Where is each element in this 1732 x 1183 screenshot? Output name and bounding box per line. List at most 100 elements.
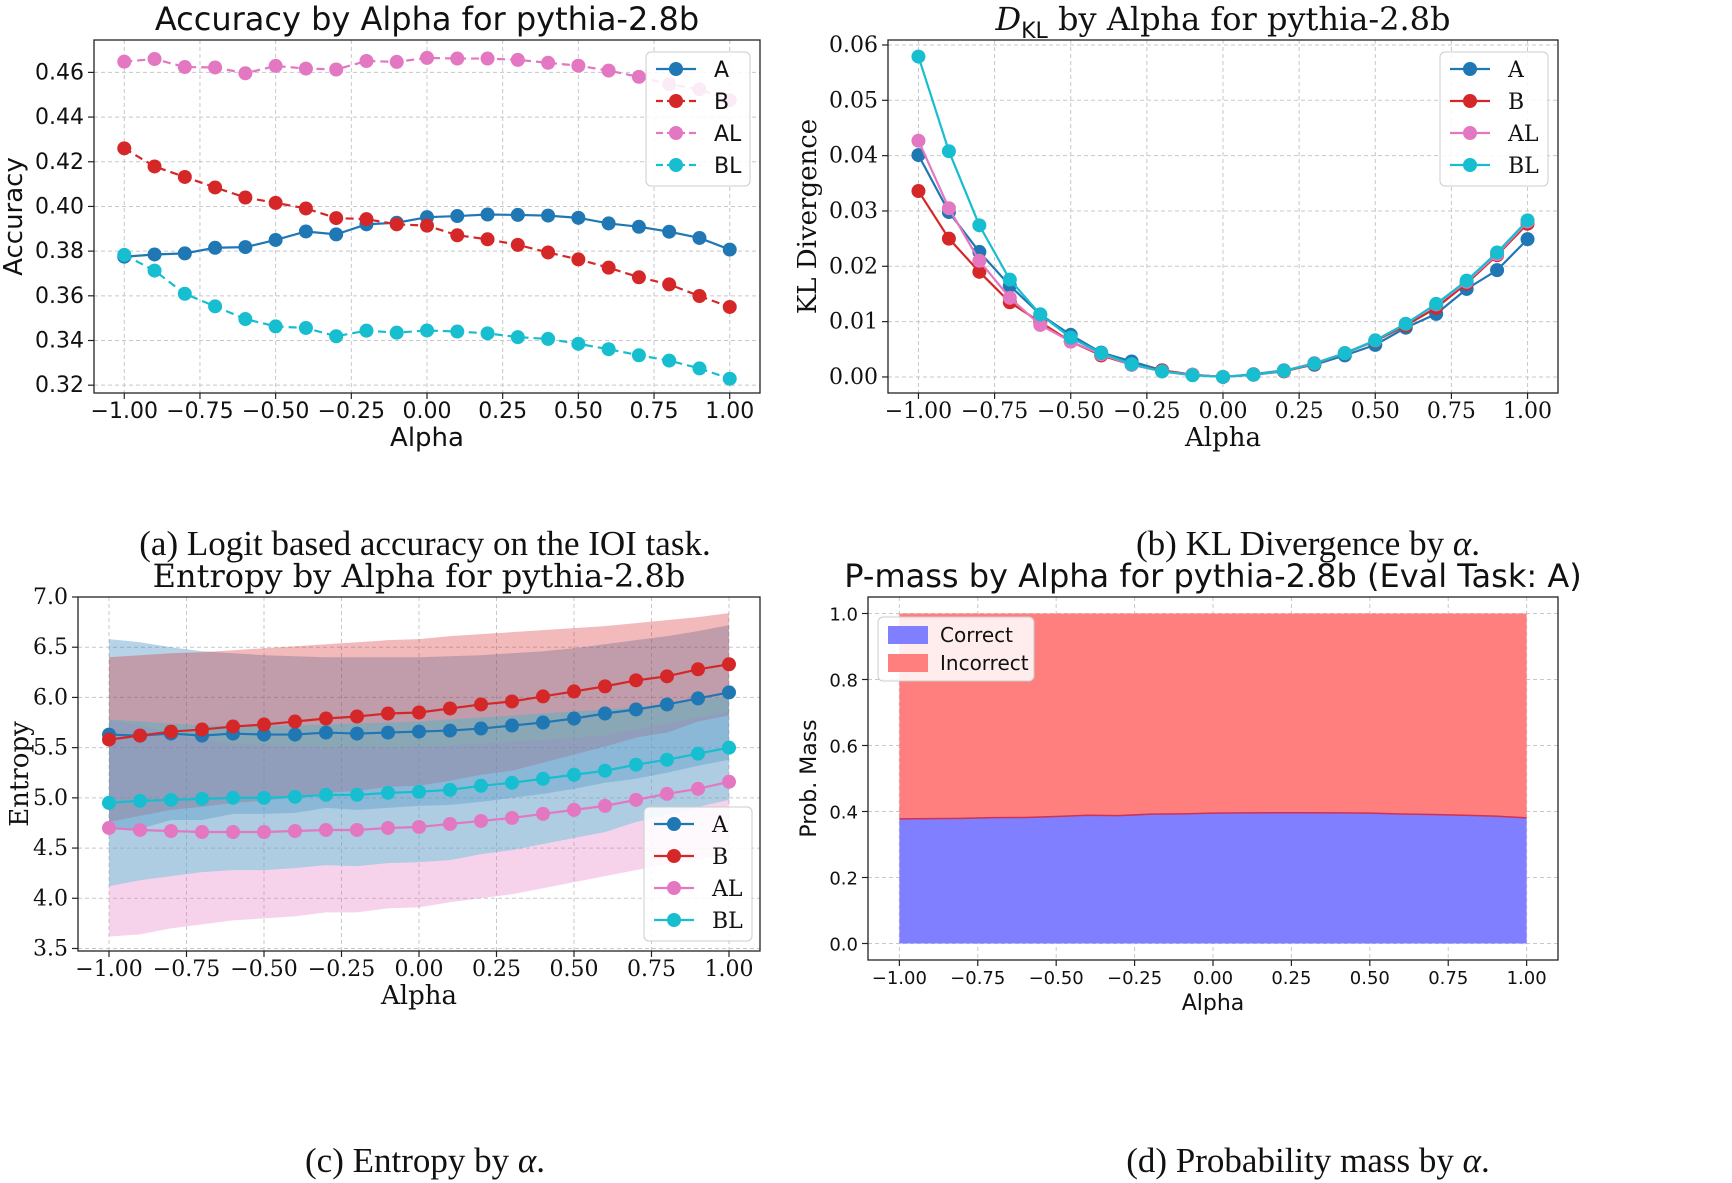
data-point-a [911, 148, 926, 163]
y-axis-label: Accuracy [0, 157, 29, 276]
legend-label-bl: BL [712, 909, 743, 934]
data-point-bl [177, 286, 192, 301]
legend-label-al: AL [714, 122, 742, 147]
data-point-b [443, 701, 457, 716]
ticks: −1.00 −0.75 −0.50 −0.25 0.00 0.25 0.50 0.75 1.00… [33, 585, 753, 982]
data-point-al [389, 54, 404, 69]
legend-marker-bl [1463, 158, 1477, 172]
data-point-bl [298, 320, 313, 335]
data-point-al [288, 823, 302, 838]
data-point-al [350, 822, 364, 837]
data-point-a [329, 227, 344, 242]
data-point-a [722, 685, 736, 700]
data-point-b [350, 709, 364, 724]
data-point-bl [631, 348, 646, 363]
y-tick-label: 0.32 [35, 373, 84, 398]
x-tick-label: −0.50 [1037, 399, 1104, 424]
area-correct [899, 812, 1527, 944]
data-point-b [911, 184, 926, 199]
data-point-a [571, 210, 586, 225]
boundary-line [899, 811, 1527, 820]
data-point-b [420, 218, 434, 233]
data-point-b [598, 679, 612, 694]
data-point-bl [1276, 363, 1291, 378]
data-point-al [257, 824, 271, 839]
data-point-al [911, 133, 926, 148]
series-bl [117, 247, 737, 386]
panel-entropy: −1.00 −0.75 −0.50 −0.25 0.00 0.25 0.50 0.75 1.00… [5, 557, 761, 1011]
data-point-al [567, 802, 581, 817]
data-point-b [510, 237, 525, 252]
data-point-bl [147, 263, 162, 278]
data-point-a [208, 240, 223, 255]
caption-b-end: . [1471, 524, 1480, 563]
data-point-al [571, 58, 586, 73]
series-bl [102, 740, 736, 810]
data-point-a [1520, 232, 1535, 247]
data-point-a [598, 706, 612, 721]
legend-marker-b [669, 94, 683, 108]
series-a [117, 207, 737, 264]
data-point-bl [226, 790, 240, 805]
title-subscript: KL [1021, 19, 1048, 44]
data-point-al [629, 792, 643, 807]
data-point-b [505, 694, 519, 709]
x-tick-label: 0.75 [627, 957, 676, 982]
data-point-bl [1155, 364, 1170, 379]
legend-box [1439, 51, 1549, 187]
y-tick-label: 0.6 [829, 737, 858, 758]
data-point-bl [329, 329, 344, 344]
data-point-b [238, 190, 253, 205]
data-point-al [941, 201, 956, 216]
data-point-al [450, 51, 465, 66]
legend-label-al: AL [1507, 122, 1539, 147]
data-point-a [1490, 263, 1505, 278]
data-point-a [298, 224, 313, 239]
data-point-a [631, 219, 646, 234]
y-tick-label: 0.44 [35, 105, 84, 130]
y-axis-label: Entropy [5, 721, 35, 827]
data-point-b [722, 657, 736, 672]
data-point-b [133, 728, 147, 743]
data-point-al [505, 810, 519, 825]
data-point-al [443, 816, 457, 831]
data-point-a [147, 247, 162, 262]
data-point-b [164, 724, 178, 739]
x-tick-label: 0.50 [1350, 968, 1390, 989]
data-point-a [412, 724, 426, 739]
x-tick-label: 1.00 [705, 399, 754, 424]
legend-marker-al [667, 881, 681, 895]
x-tick-label: 1.00 [705, 957, 754, 982]
caption-a: (a) Logit based accuracy on the IOI task… [139, 524, 710, 563]
data-point-bl [722, 371, 737, 386]
data-point-bl [692, 361, 707, 376]
data-point-bl [1337, 346, 1352, 361]
legend-marker-bl [667, 913, 681, 927]
chart-title: DKL by Alpha for pythia-2.8b [994, 0, 1450, 44]
x-tick-label: 0.75 [630, 399, 679, 424]
y-tick-label: 0.04 [829, 144, 878, 169]
data-point-bl [1094, 346, 1109, 361]
series-al [102, 774, 736, 839]
ticks: −1.00 −0.75 −0.50 −0.25 0.00 0.25 0.50 0.75 1.00… [829, 605, 1546, 990]
data-point-bl [1459, 273, 1474, 288]
y-tick-label: 0.06 [829, 33, 878, 58]
legend-label-b: B [1508, 90, 1524, 115]
data-point-bl [1124, 357, 1139, 372]
data-point-al [691, 781, 705, 796]
series-line-bl [123, 253, 731, 380]
data-point-a [238, 240, 253, 255]
chart-title: Entropy by Alpha for pythia-2.8b [153, 557, 686, 595]
x-tick-label: −0.25 [1107, 968, 1162, 989]
caption-c-text: (c) Entropy by [305, 1141, 518, 1180]
y-tick-label: 0.4 [829, 803, 858, 824]
data-point-al [147, 51, 162, 66]
series-b [102, 657, 736, 747]
data-point-a [505, 718, 519, 733]
data-point-b [571, 252, 586, 267]
x-tick-label: 0.25 [478, 399, 527, 424]
y-tick-label: 6.5 [33, 635, 68, 660]
data-point-bl [1246, 367, 1261, 382]
data-point-al [298, 61, 313, 76]
